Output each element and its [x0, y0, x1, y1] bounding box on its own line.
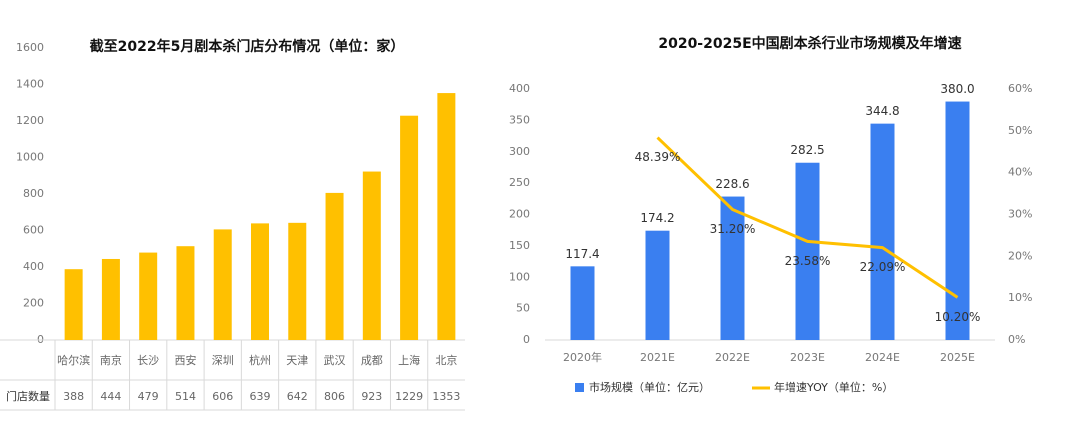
table-value: 388	[63, 390, 84, 403]
y2-tick-label: 30%	[1008, 208, 1032, 221]
x-tick-label: 南京	[100, 353, 122, 367]
data-label: 344.8	[865, 104, 899, 118]
y-tick-label: 50	[516, 302, 530, 315]
table-value: 639	[250, 390, 271, 403]
y-tick-label: 800	[23, 187, 44, 200]
y-tick-label: 1400	[16, 78, 44, 91]
legend-label: 年增速YOY（单位：%）	[774, 380, 893, 394]
y2-tick-label: 50%	[1008, 124, 1032, 137]
x-tick-label: 2020年	[563, 350, 602, 364]
bar	[251, 223, 269, 340]
line	[656, 136, 959, 299]
table-value: 642	[287, 390, 308, 403]
table-value: 606	[212, 390, 233, 403]
data-label: 48.39%	[635, 150, 681, 164]
x-tick-label: 上海	[398, 353, 420, 367]
bar	[139, 252, 158, 340]
y2-tick-label: 0%	[1008, 333, 1025, 346]
bar	[870, 123, 895, 340]
bar	[362, 171, 381, 340]
data-label: 380.0	[940, 82, 974, 96]
y2-tick-label: 20%	[1008, 249, 1032, 262]
data-label: 22.09%	[860, 260, 906, 274]
bar	[64, 269, 83, 340]
y-tick-label: 400	[23, 260, 44, 273]
bar	[288, 222, 307, 340]
x-tick-label: 北京	[435, 353, 457, 367]
x-tick-label: 2024E	[865, 351, 900, 364]
y-tick-label: 1200	[16, 114, 44, 127]
x-tick-label: 2023E	[790, 351, 825, 364]
bar	[795, 162, 820, 340]
data-label: 228.6	[715, 177, 749, 191]
data-label: 117.4	[565, 247, 599, 261]
bar	[325, 192, 344, 340]
y-tick-label: 200	[23, 297, 44, 310]
table-value: 444	[100, 390, 121, 403]
x-tick-label: 西安	[174, 353, 196, 367]
legend-swatch	[575, 383, 584, 392]
y-tick-label: 1600	[16, 41, 44, 54]
y-tick-label: 300	[509, 145, 530, 158]
x-tick-label: 2022E	[715, 351, 750, 364]
data-label: 31.20%	[710, 222, 756, 236]
data-label: 23.58%	[785, 254, 831, 268]
left-title: 截至2022年5月剧本杀门店分布情况（单位：家）	[90, 38, 405, 55]
x-tick-label: 成都	[361, 354, 383, 367]
bar	[720, 196, 745, 340]
y2-tick-label: 40%	[1008, 166, 1032, 179]
table-value: 479	[138, 390, 159, 403]
y2-tick-label: 10%	[1008, 291, 1032, 304]
data-label: 282.5	[790, 143, 824, 157]
data-label: 10.20%	[935, 310, 981, 324]
y-tick-label: 150	[509, 239, 530, 252]
x-tick-label: 2021E	[640, 351, 675, 364]
bar	[437, 93, 456, 340]
y-tick-label: 100	[509, 270, 530, 283]
legend-label: 市场规模（单位：亿元）	[589, 380, 710, 394]
data-label: 174.2	[640, 211, 674, 225]
x-tick-label: 长沙	[137, 354, 159, 367]
bar	[176, 246, 195, 340]
bar	[213, 229, 232, 340]
x-tick-label: 深圳	[212, 354, 234, 367]
x-tick-label: 杭州	[249, 353, 271, 367]
y-tick-label: 0	[523, 333, 530, 346]
y2-tick-label: 60%	[1008, 82, 1032, 95]
right-title: 2020-2025E中国剧本杀行业市场规模及年增速	[658, 35, 961, 52]
bar	[101, 258, 120, 340]
table-value: 923	[361, 390, 382, 403]
table-value: 1353	[432, 390, 460, 403]
x-tick-label: 2025E	[940, 351, 975, 364]
y-tick-label: 400	[509, 82, 530, 95]
x-tick-label: 武汉	[324, 354, 346, 367]
bar	[645, 230, 670, 340]
x-tick-label: 天津	[286, 354, 308, 367]
bar	[945, 101, 970, 340]
y-tick-label: 250	[509, 176, 530, 189]
y-tick-label: 600	[23, 224, 44, 237]
x-tick-label: 哈尔滨	[57, 353, 90, 367]
table-value: 1229	[395, 390, 423, 403]
y-tick-label: 350	[509, 113, 530, 126]
table-value: 514	[175, 390, 196, 403]
y-tick-label: 1000	[16, 151, 44, 164]
table-row-label: 门店数量	[6, 389, 50, 403]
bar	[400, 115, 419, 341]
y-tick-label: 200	[509, 208, 530, 221]
bar	[570, 266, 595, 340]
table-value: 806	[324, 390, 345, 403]
